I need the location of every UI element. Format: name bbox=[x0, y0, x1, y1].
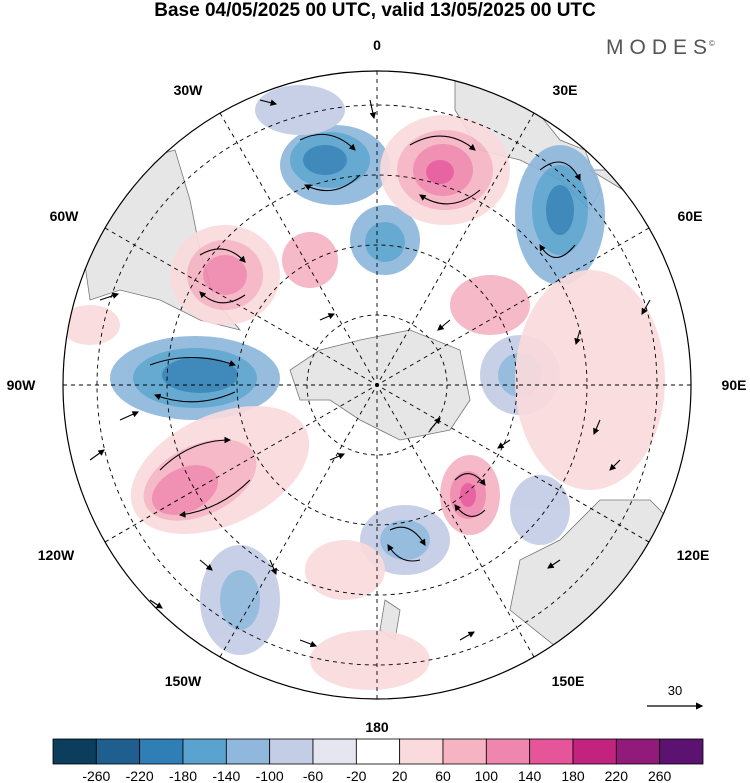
colorbar-tick-label: 60 bbox=[435, 768, 451, 783]
map-boundary bbox=[62, 70, 692, 700]
colorbar-swatch bbox=[182, 738, 227, 765]
colorbar-tick-label: 180 bbox=[561, 768, 585, 783]
colorbar-swatch bbox=[95, 738, 141, 765]
lon-label-60w: 60W bbox=[50, 208, 80, 224]
colorbar-tick-label: 100 bbox=[475, 768, 499, 783]
colorbar-swatch bbox=[615, 738, 661, 765]
colorbar bbox=[52, 738, 704, 765]
colorbar-tick-label: -100 bbox=[256, 768, 284, 783]
colorbar-tick-label: -20 bbox=[346, 768, 366, 783]
south-pole-dot bbox=[375, 383, 379, 387]
anomaly-field bbox=[63, 71, 691, 699]
reference-vector: 30 bbox=[647, 683, 704, 710]
lon-label-60e: 60E bbox=[678, 208, 703, 224]
colorbar-swatch bbox=[399, 738, 444, 765]
colorbar-swatch bbox=[355, 738, 401, 765]
colorbar-tick-label: -60 bbox=[303, 768, 323, 783]
lon-label-0: 0 bbox=[373, 37, 381, 53]
colorbar-tick-label: 20 bbox=[392, 768, 408, 783]
colorbar-tick-label: -220 bbox=[126, 768, 154, 783]
lon-label-90w: 90W bbox=[7, 377, 37, 393]
modes-logo: MODES© bbox=[606, 36, 715, 59]
colorbar-swatch bbox=[485, 738, 531, 765]
lon-label-120w: 120W bbox=[38, 547, 75, 563]
colorbar-tick-label: 140 bbox=[518, 768, 542, 783]
wind-vectors bbox=[89, 99, 651, 648]
colorbar-swatch bbox=[139, 738, 184, 765]
longitude-labels: 0 30E 60E 90E 120E 150E 180 150W 120W 90… bbox=[7, 37, 747, 735]
lon-label-120e: 120E bbox=[677, 547, 710, 563]
colorbar-swatch bbox=[269, 738, 314, 765]
lon-label-180: 180 bbox=[365, 719, 389, 735]
lon-label-30e: 30E bbox=[553, 82, 578, 98]
colorbar-tick-label: -140 bbox=[212, 768, 240, 783]
colorbar-swatch bbox=[312, 738, 357, 765]
colorbar-swatch bbox=[52, 738, 97, 765]
map-title: Base 04/05/2025 00 UTC, valid 13/05/2025… bbox=[154, 0, 596, 21]
colorbar-swatch bbox=[529, 738, 574, 765]
colorbar-tick-label: 220 bbox=[605, 768, 629, 783]
lon-label-150w: 150W bbox=[165, 673, 202, 689]
colorbar-swatch bbox=[572, 738, 617, 765]
colorbar-ticks: -260 -220 -180 -140 -100 -60 -20 20 60 100 140 180 2… bbox=[82, 768, 671, 783]
colorbar-tick-label: -260 bbox=[82, 768, 110, 783]
lon-label-90e: 90E bbox=[722, 377, 747, 393]
colorbar-tick-label: -180 bbox=[169, 768, 197, 783]
colorbar-tick-label: 260 bbox=[648, 768, 672, 783]
reference-vector-label: 30 bbox=[668, 683, 682, 698]
lon-label-150e: 150E bbox=[552, 673, 585, 689]
colorbar-swatch bbox=[225, 738, 271, 765]
colorbar-swatch bbox=[442, 738, 487, 765]
positive-anomalies bbox=[63, 115, 665, 690]
lon-label-30w: 30W bbox=[174, 82, 204, 98]
colorbar-swatch bbox=[659, 738, 704, 765]
